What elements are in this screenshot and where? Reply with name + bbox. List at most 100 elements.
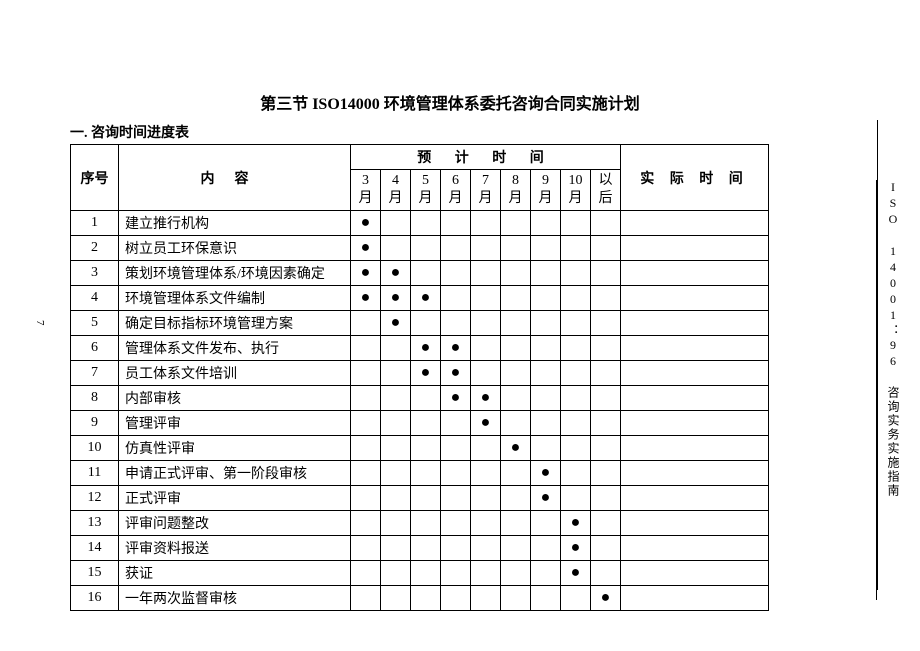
month-cell <box>471 486 501 511</box>
month-cell <box>351 486 381 511</box>
dot-marker: ● <box>361 264 371 281</box>
month-cell <box>561 386 591 411</box>
month-cell <box>591 536 621 561</box>
month-cell <box>471 561 501 586</box>
dot-marker: ● <box>391 264 401 281</box>
row-index: 14 <box>71 536 119 561</box>
month-cell: ● <box>411 336 441 361</box>
month-cell: ● <box>351 261 381 286</box>
row-content: 管理评审 <box>119 411 351 436</box>
header-month-4: 4月 <box>381 170 411 211</box>
header-month-9: 9月 <box>531 170 561 211</box>
month-cell <box>351 461 381 486</box>
month-cell <box>381 536 411 561</box>
actual-time-cell <box>621 411 769 436</box>
month-cell <box>531 511 561 536</box>
month-cell <box>501 586 531 611</box>
table-row: 15获证● <box>71 561 769 586</box>
month-cell <box>591 461 621 486</box>
row-content: 评审问题整改 <box>119 511 351 536</box>
month-cell <box>531 536 561 561</box>
month-cell <box>441 486 471 511</box>
table-body: 1建立推行机构●2树立员工环保意识●3策划环境管理体系/环境因素确定●●4环境管… <box>71 211 769 611</box>
month-cell <box>411 211 441 236</box>
row-content: 环境管理体系文件编制 <box>119 286 351 311</box>
month-cell: ● <box>501 436 531 461</box>
row-index: 9 <box>71 411 119 436</box>
dot-marker: ● <box>601 589 611 606</box>
month-cell <box>381 561 411 586</box>
section-heading: 一. 咨询时间进度表 <box>70 122 870 142</box>
month-cell <box>441 411 471 436</box>
dot-marker: ● <box>571 514 581 531</box>
table-row: 1建立推行机构● <box>71 211 769 236</box>
row-index: 11 <box>71 461 119 486</box>
month-cell <box>501 361 531 386</box>
month-cell <box>531 561 561 586</box>
month-cell <box>501 461 531 486</box>
header-month-3: 3月 <box>351 170 381 211</box>
month-cell <box>531 236 561 261</box>
actual-time-cell <box>621 561 769 586</box>
month-cell <box>501 486 531 511</box>
dot-marker: ● <box>451 339 461 356</box>
month-cell <box>351 336 381 361</box>
row-index: 12 <box>71 486 119 511</box>
month-cell <box>561 211 591 236</box>
month-cell <box>501 261 531 286</box>
row-content: 评审资料报送 <box>119 536 351 561</box>
month-cell <box>441 286 471 311</box>
month-cell: ● <box>381 286 411 311</box>
row-index: 15 <box>71 561 119 586</box>
row-index: 7 <box>71 361 119 386</box>
month-cell: ● <box>531 486 561 511</box>
table-row: 6管理体系文件发布、执行●● <box>71 336 769 361</box>
dot-marker: ● <box>541 464 551 481</box>
month-cell: ● <box>561 536 591 561</box>
dot-marker: ● <box>421 364 431 381</box>
month-cell: ● <box>591 586 621 611</box>
month-cell <box>411 561 441 586</box>
month-cell <box>471 311 501 336</box>
month-cell <box>441 211 471 236</box>
month-cell <box>351 536 381 561</box>
month-cell <box>591 411 621 436</box>
month-cell <box>381 511 411 536</box>
month-cell <box>561 311 591 336</box>
month-cell <box>411 511 441 536</box>
month-cell: ● <box>351 211 381 236</box>
month-cell <box>351 311 381 336</box>
month-cell <box>531 261 561 286</box>
dot-marker: ● <box>481 414 491 431</box>
row-index: 13 <box>71 511 119 536</box>
row-content: 管理体系文件发布、执行 <box>119 336 351 361</box>
month-cell <box>561 486 591 511</box>
month-cell <box>441 236 471 261</box>
actual-time-cell <box>621 311 769 336</box>
month-cell <box>591 386 621 411</box>
actual-time-cell <box>621 261 769 286</box>
header-month-7: 7月 <box>471 170 501 211</box>
header-index: 序号 <box>71 145 119 211</box>
dot-marker: ● <box>421 339 431 356</box>
table-row: 3策划环境管理体系/环境因素确定●● <box>71 261 769 286</box>
month-cell <box>561 236 591 261</box>
month-cell <box>531 386 561 411</box>
month-cell <box>381 486 411 511</box>
month-cell <box>591 486 621 511</box>
month-cell <box>441 436 471 461</box>
actual-time-cell <box>621 461 769 486</box>
month-cell: ● <box>381 311 411 336</box>
month-cell <box>501 411 531 436</box>
month-cell <box>351 436 381 461</box>
month-cell <box>531 311 561 336</box>
header-content: 内容 <box>119 145 351 211</box>
dot-marker: ● <box>571 564 581 581</box>
row-content: 策划环境管理体系/环境因素确定 <box>119 261 351 286</box>
month-cell <box>501 236 531 261</box>
month-cell: ● <box>471 386 501 411</box>
month-cell: ● <box>531 461 561 486</box>
month-cell <box>591 286 621 311</box>
actual-time-cell <box>621 586 769 611</box>
actual-time-cell <box>621 386 769 411</box>
